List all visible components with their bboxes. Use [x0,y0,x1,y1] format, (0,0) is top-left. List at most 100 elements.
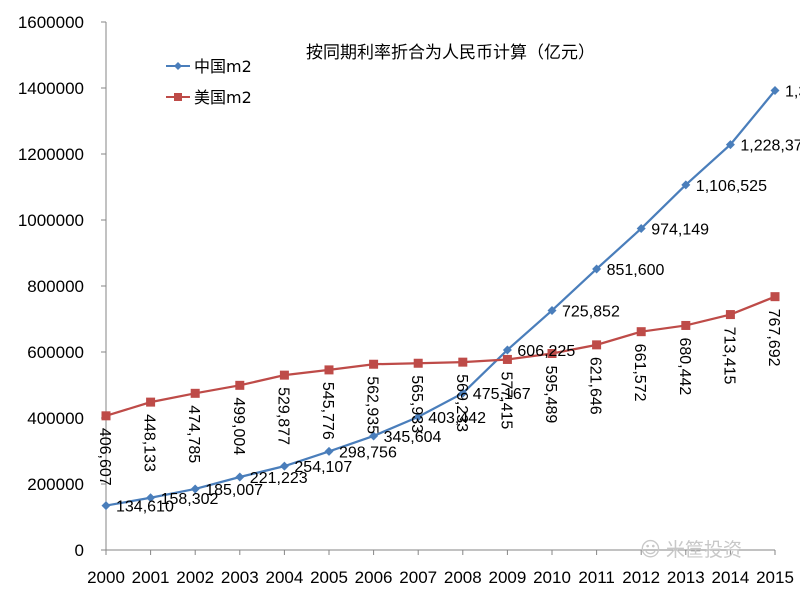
legend-marker-us [174,93,182,101]
data-label-us-m2: 595,489 [542,365,559,423]
data-label-china-m2: 158,302 [161,491,219,508]
data-label-china-m2: 134,610 [116,499,174,516]
series-markers [101,86,780,511]
data-label-china-m2: 298,756 [339,444,397,461]
series-line-china-m2 [105,89,776,507]
data-point-us-m2 [101,411,111,421]
y-tick-label: 200000 [27,475,84,494]
y-tick-label: 600000 [27,343,84,362]
data-point-china-m2 [502,345,512,355]
data-point-us-m2 [770,292,780,302]
data-point-us-m2 [190,388,200,398]
x-tick-label: 2013 [667,568,705,587]
legend-label-us: 美国m2 [194,88,252,107]
data-label-china-m2: 345,604 [384,429,442,446]
data-point-us-m2 [636,327,646,337]
data-point-us-m2 [458,357,468,367]
legend-item-china: 中国m2 [166,57,252,76]
data-point-china-m2 [636,224,646,234]
data-point-china-m2 [413,412,423,422]
data-point-us-m2 [725,310,735,320]
y-tick-label: 1000000 [18,211,84,230]
data-label-china-m2: 1,106,525 [696,178,767,195]
data-point-us-m2 [502,354,512,364]
data-label-china-m2: 725,852 [562,303,620,320]
data-label-us-m2: 499,004 [230,397,247,455]
y-tick-label: 1200000 [18,145,84,164]
data-point-us-m2 [681,320,691,330]
data-point-china-m2 [547,305,557,315]
data-point-china-m2 [324,446,334,456]
data-label-us-m2: 713,415 [720,327,737,385]
data-label-china-m2: 974,149 [651,222,709,239]
data-point-china-m2 [235,472,245,482]
data-point-china-m2 [369,431,379,441]
data-point-us-m2 [146,397,156,407]
x-ticks: 2000 2001 2002 2003 2004 2005 2006 2007 2008 2009… [87,550,794,587]
data-label-us-m2: 569,233 [453,374,470,432]
data-point-us-m2 [413,358,423,368]
data-label-us-m2: 680,442 [676,337,693,395]
x-tick-label: 2011 [578,568,615,587]
x-tick-label: 2002 [176,568,214,587]
data-label-china-m2: 185,007 [205,482,263,499]
data-label-china-m2: 1,392,300 [785,84,800,101]
legend: 中国m2 美国m2 [166,57,252,107]
data-label-us-m2: 448,133 [141,414,158,472]
x-tick-label: 2014 [711,568,749,587]
data-label-china-m2: 851,600 [607,262,665,279]
watermark-icon: ☺ [640,537,661,561]
data-point-china-m2 [146,493,156,503]
data-point-china-m2 [725,140,735,150]
x-tick-label: 2010 [533,568,571,587]
series-line-us-m2 [105,295,776,417]
y-tick-label: 800000 [27,277,84,296]
x-tick-label: 2003 [221,568,259,587]
x-tick-label: 2006 [355,568,393,587]
data-point-us-m2 [235,380,245,390]
data-label-us-m2: 474,785 [185,405,202,463]
data-point-us-m2 [279,370,289,380]
data-point-china-m2 [279,461,289,471]
data-label-us-m2: 545,776 [319,382,336,440]
data-point-china-m2 [190,484,200,494]
data-point-us-m2 [369,359,379,369]
data-label-china-m2: 475,167 [473,386,531,403]
data-point-china-m2 [681,180,691,190]
series-labels: 134,610158,302185,007221,223254,107298,7… [96,84,800,516]
legend-marker-china [174,62,182,70]
data-label-us-m2: 529,877 [274,387,291,445]
x-tick-label: 2001 [132,568,170,587]
x-tick-label: 2007 [399,568,437,587]
y-ticks: 0 200000 400000 600000 800000 1000000 1200000 1… [18,13,106,560]
watermark: ☺ 米筐投资 [640,537,742,561]
data-point-china-m2 [592,264,602,274]
data-label-china-m2: 606,225 [517,343,575,360]
data-point-china-m2 [101,501,111,511]
watermark-text: 米筐投资 [666,539,742,561]
data-label-china-m2: 1,228,375 [740,138,800,155]
data-label-us-m2: 565,933 [408,375,425,433]
y-tick-label: 1600000 [18,13,84,32]
series-lines [105,89,776,507]
data-label-china-m2: 254,107 [294,459,352,476]
x-tick-label: 2000 [87,568,125,587]
legend-item-us: 美国m2 [166,88,252,107]
data-point-us-m2 [547,348,557,358]
x-tick-label: 2005 [310,568,348,587]
data-label-us-m2: 577,415 [497,371,514,429]
x-tick-label: 2012 [622,568,660,587]
legend-label-china: 中国m2 [194,57,252,76]
data-point-china-m2 [458,388,468,398]
data-label-china-m2: 403,442 [428,410,486,427]
data-label-us-m2: 767,692 [765,309,782,367]
data-label-us-m2: 661,572 [631,344,648,402]
data-label-china-m2: 221,223 [250,470,308,487]
data-point-china-m2 [770,86,780,96]
data-label-us-m2: 562,935 [364,376,381,434]
data-point-us-m2 [592,340,602,350]
y-tick-label: 400000 [27,409,84,428]
chart-title: 按同期利率折合为人民币计算（亿元） [306,43,595,63]
x-tick-label: 2008 [444,568,482,587]
